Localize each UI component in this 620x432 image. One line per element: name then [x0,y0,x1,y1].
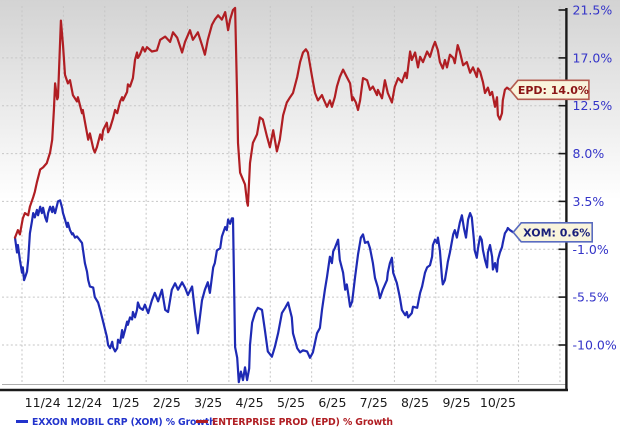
callout-xom: XOM: 0.6% [512,222,594,243]
series-lines [13,6,515,384]
y-tick-label: 8.0% [573,146,605,161]
y-tick-label: -1.0% [573,242,609,257]
y-axis-ticks [558,9,566,346]
x-tick-label: 7/25 [360,395,388,410]
legend-label-epd: ENTERPRISE PROD (EPD) % Growth [212,417,393,428]
callout-box [512,222,594,243]
x-tick-label: 10/25 [480,395,516,410]
x-axis-labels: 11/24 12/24 1/25 2/25 3/25 4/25 5/25 6/25 7/25 8/… [25,395,516,410]
x-tick-label: 4/25 [236,395,264,410]
series-line-epd [13,6,511,239]
y-tick-label: -10.0% [573,338,617,353]
y-axis-labels: 21.5% 17.0% 12.5% 8.0% 3.5% -1.0% -5.5% -10.0% [573,3,617,353]
x-tick-label: 6/25 [318,395,346,410]
x-tick-label: 3/25 [194,395,222,410]
y-tick-label: -5.5% [573,290,609,305]
y-tick-label: 21.5% [573,3,613,18]
x-tick-label: 2/25 [153,395,181,410]
x-tick-label: 9/25 [442,395,470,410]
x-tick-label: 1/25 [111,395,139,410]
callout-box [508,79,590,101]
x-tick-label: 11/24 [25,395,61,410]
y-tick-label: 17.0% [573,50,613,65]
y-tick-label: 12.5% [573,98,613,113]
x-tick-label: 12/24 [66,395,102,410]
callout-label: XOM: 0.6% [523,226,590,239]
series-callouts: XOM: 0.6% EPD: 14.0% [508,79,594,243]
x-tick-label: 8/25 [401,395,429,410]
callout-epd: EPD: 14.0% [508,79,590,101]
callout-label: EPD: 14.0% [518,84,589,97]
series-line-xom [13,199,515,384]
legend-label-xom: EXXON MOBIL CRP (XOM) % Growth [32,417,216,428]
y-tick-label: 3.5% [573,194,605,209]
x-tick-label: 5/25 [277,395,305,410]
legend: EXXON MOBIL CRP (XOM) % Growth ENTERPRIS… [16,417,393,428]
